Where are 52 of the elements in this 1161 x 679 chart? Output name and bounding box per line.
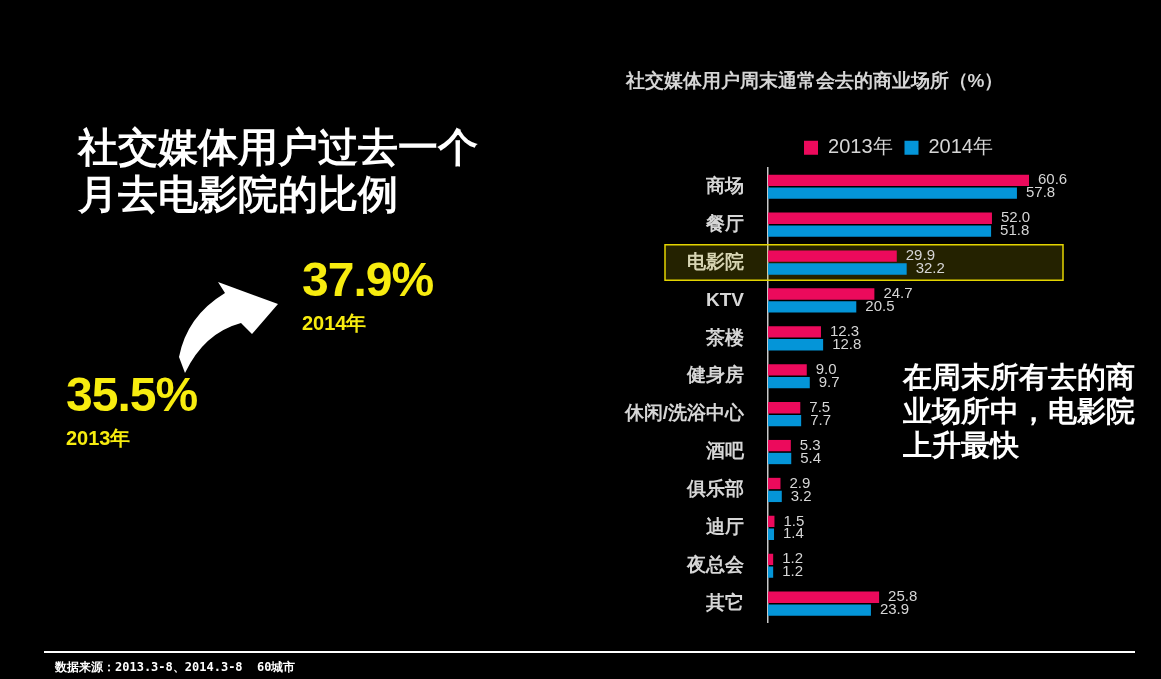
bar — [768, 591, 880, 603]
y-tick-label: 健身房 — [686, 364, 744, 386]
category-label: 2013年 — [66, 426, 132, 450]
data-label: 1.5 — [783, 511, 805, 529]
bar — [768, 439, 791, 452]
y-tick-label: 商场 — [705, 174, 744, 196]
bar — [768, 326, 821, 338]
bar — [768, 288, 875, 300]
legend-label: 2014年 — [928, 135, 993, 158]
bar — [768, 477, 781, 490]
text: 35.5% — [66, 368, 198, 421]
y-tick-label: 酒吧 — [705, 440, 745, 462]
bar — [768, 339, 824, 351]
y-tick-label: 其它 — [705, 591, 744, 613]
y-tick-label: 夜总会 — [686, 553, 745, 575]
bar — [768, 250, 897, 262]
bar — [768, 402, 801, 414]
bar — [768, 566, 774, 578]
category-label: 2014年 — [302, 311, 368, 335]
source-note: 数据来源：2013.3-8、2014.3-8 60城市 — [55, 659, 296, 675]
data-label: 2.9 — [789, 473, 811, 491]
y-tick-label: 餐厅 — [705, 212, 744, 234]
y-tick-label: KTV — [706, 288, 745, 310]
y-tick-label: 俱乐部 — [686, 478, 744, 500]
bar — [768, 528, 775, 540]
text: 社交媒体用户过去一个月去电影院的比例 — [78, 124, 479, 218]
legend-label: 2013年 — [828, 135, 893, 158]
bar — [768, 452, 792, 465]
bar — [768, 364, 807, 376]
bar — [768, 414, 802, 427]
bar — [768, 187, 1017, 199]
bar — [768, 377, 810, 389]
bar — [768, 263, 907, 275]
y-tick-label: 休闲/洗浴中心 — [623, 402, 745, 424]
data-label: 12.3 — [829, 322, 860, 340]
y-tick-label: 迪厅 — [705, 516, 744, 538]
text: 37.9% — [302, 253, 434, 306]
data-label: 5.3 — [799, 435, 821, 453]
bar — [768, 553, 774, 565]
bar — [768, 490, 782, 503]
bar — [768, 174, 1029, 186]
bar — [768, 225, 992, 237]
data-label: 9.0 — [815, 359, 837, 377]
y-tick-label: 茶楼 — [705, 326, 745, 348]
bar — [768, 515, 775, 528]
bar — [768, 301, 857, 313]
bar — [768, 212, 992, 224]
bar — [768, 604, 871, 616]
y-tick-label: 电影院 — [687, 250, 744, 272]
chart-title: 社交媒体用户周末通常会去的商业场所（%） — [624, 69, 1004, 91]
annotation: 在周末所有去的商业场所中，电影院上升最快 — [903, 360, 1136, 462]
data-label: 7.5 — [809, 397, 831, 415]
